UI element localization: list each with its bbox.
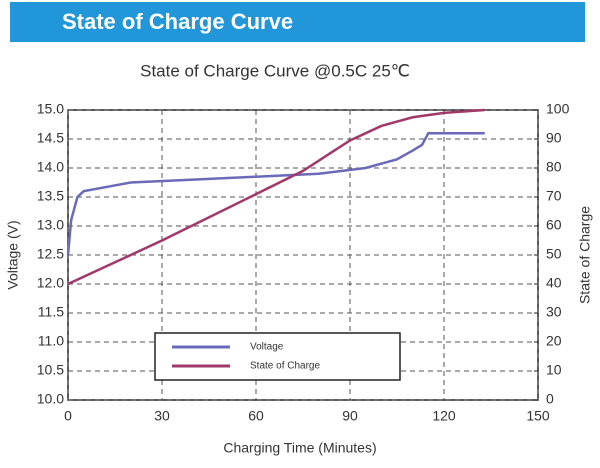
x-tick-label: 60 [248, 408, 264, 424]
series-line [66, 131, 485, 256]
legend-label: State of Charge [250, 361, 320, 372]
y2-tick-label: 20 [546, 333, 562, 349]
y-tick-label: 15.0 [37, 101, 64, 117]
y2-tick-label: 80 [546, 159, 562, 175]
y-tick-label: 14.0 [37, 159, 64, 175]
x-tick-label: 120 [432, 408, 456, 424]
y-axis-label: Voltage (V) [5, 220, 21, 289]
y2-tick-label: 50 [546, 246, 562, 262]
legend-label: Voltage [250, 342, 284, 353]
chart-title: State of Charge Curve @0.5C 25℃ [140, 61, 410, 80]
y-tick-label: 12.5 [37, 246, 64, 262]
y-tick-label: 13.0 [37, 217, 64, 233]
x-axis-label: Charging Time (Minutes) [223, 440, 376, 456]
series-line [67, 108, 485, 286]
legend-box [154, 332, 401, 381]
y2-axis-label: State of Charge [577, 206, 593, 304]
x-tick-label: 0 [64, 408, 72, 424]
y-tick-label: 13.5 [37, 188, 64, 204]
y2-tick-label: 90 [546, 130, 562, 146]
y2-tick-label: 60 [546, 217, 562, 233]
y2-tick-label: 0 [546, 391, 554, 407]
y-tick-label: 14.5 [37, 130, 64, 146]
y2-tick-label: 30 [546, 304, 562, 320]
x-tick-label: 30 [154, 408, 170, 424]
header-title: State of Charge Curve [62, 9, 293, 34]
y2-tick-label: 40 [546, 275, 562, 291]
y2-tick-label: 100 [546, 101, 570, 117]
y-tick-label: 11.0 [38, 333, 64, 349]
x-tick-label: 150 [526, 408, 550, 424]
header-bar [10, 2, 585, 42]
y-tick-label: 10.0 [37, 391, 64, 407]
y2-tick-label: 10 [546, 362, 562, 378]
y-tick-label: 10.5 [37, 362, 64, 378]
y-tick-label: 11.5 [38, 304, 64, 320]
y-tick-label: 12.0 [37, 275, 64, 291]
x-tick-label: 90 [342, 408, 358, 424]
y2-tick-label: 70 [546, 188, 562, 204]
